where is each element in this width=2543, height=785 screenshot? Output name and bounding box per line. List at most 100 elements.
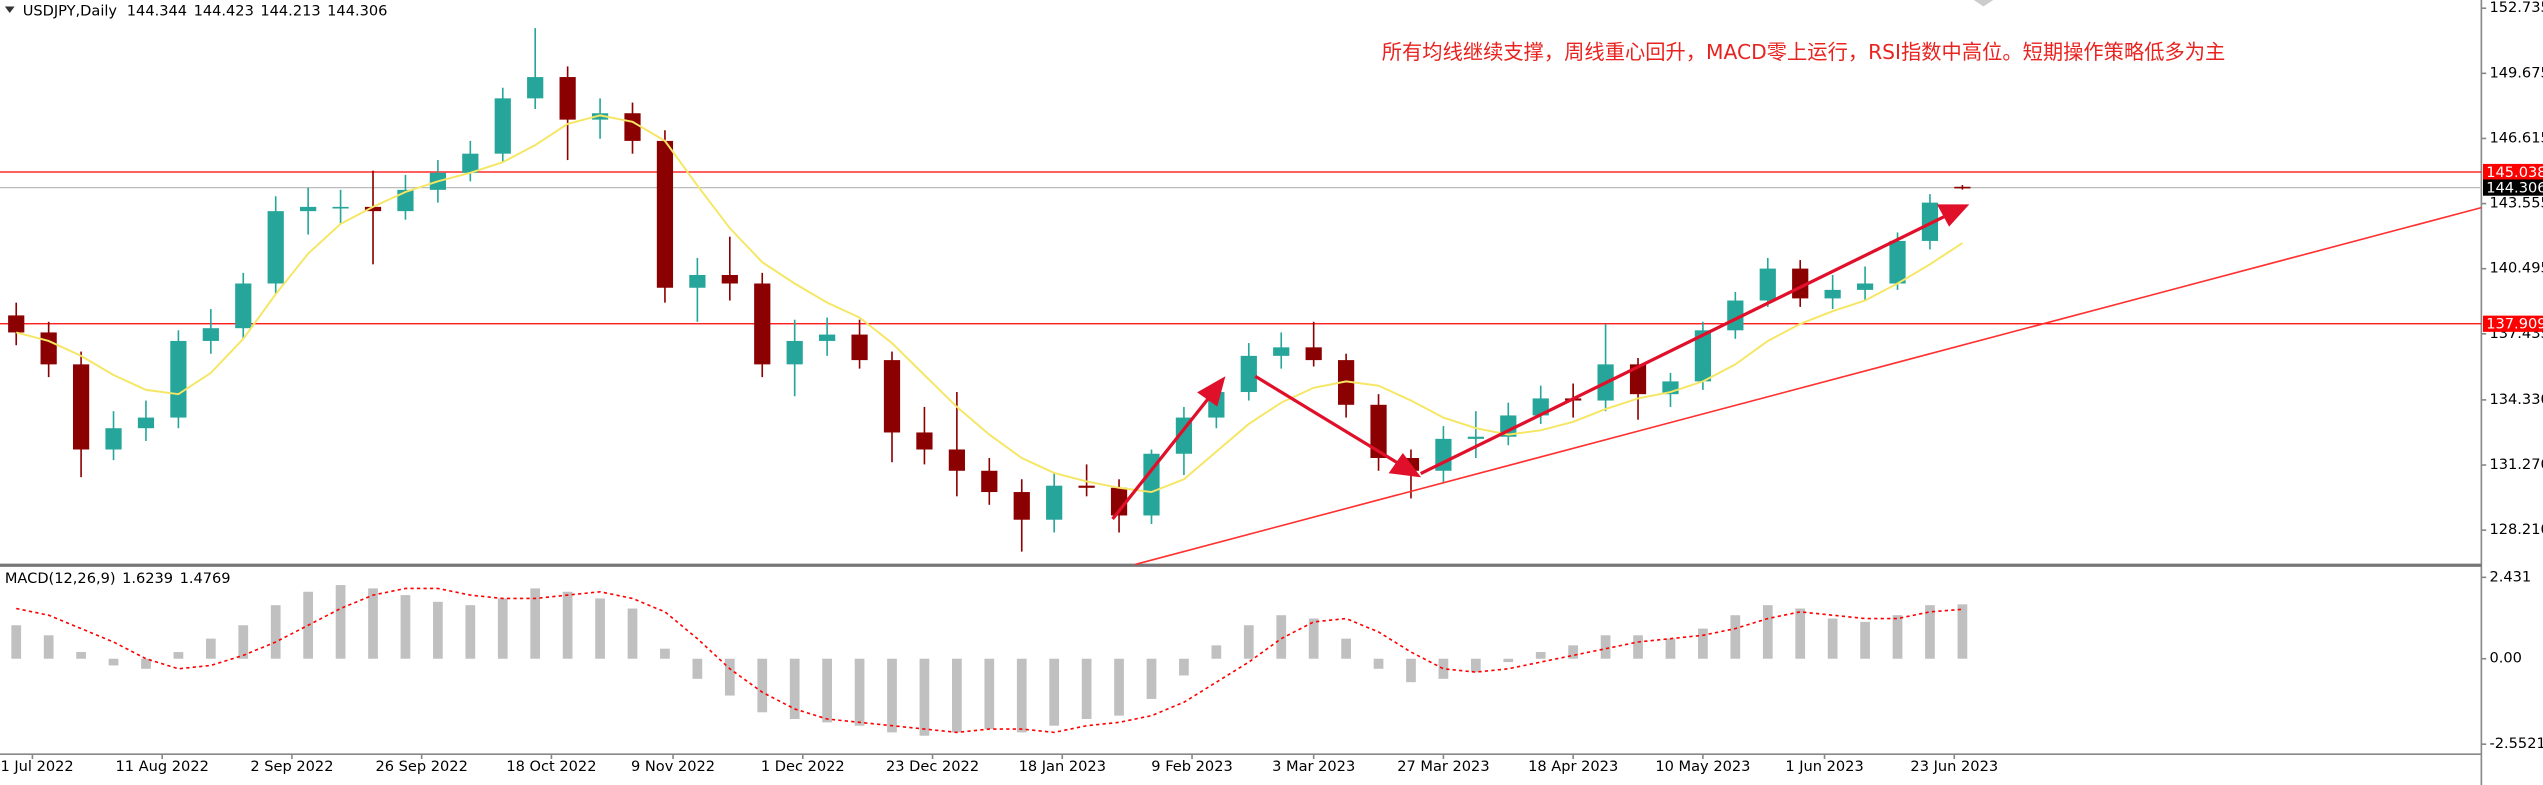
- macd-bar: [1146, 658, 1157, 699]
- macd-bar: [789, 658, 800, 720]
- arrowhead: [1388, 452, 1422, 478]
- macd-bar: [1568, 645, 1579, 659]
- macd-bar: [724, 658, 735, 696]
- signal-value: 1.4769: [180, 570, 231, 587]
- candle-body: [883, 360, 901, 433]
- macd-bar: [984, 658, 995, 730]
- candle-body: [332, 206, 349, 209]
- last-price-label: 144.306: [2486, 179, 2543, 196]
- macd-label: MACD(12,26,9): [5, 570, 116, 587]
- y-tick-label: 143.555: [2489, 195, 2543, 212]
- candle-body: [1467, 436, 1484, 439]
- macd-bar: [1730, 615, 1741, 659]
- annotation: 所有均线继续支撑，周线重心回升，MACD零上运行，RSI指数中高位。短期操作策略…: [1382, 40, 2226, 64]
- macd-bar: [1276, 615, 1287, 659]
- macd-bar: [1081, 658, 1092, 720]
- macd-bar: [108, 658, 119, 666]
- menu-triangle[interactable]: [4, 6, 15, 13]
- macd-bar: [335, 585, 346, 659]
- y-tick-label: 128.210: [2489, 521, 2543, 538]
- candle-body: [819, 334, 836, 341]
- macd-bar: [692, 658, 703, 679]
- macd-bar: [1341, 638, 1351, 659]
- candle-body: [851, 334, 868, 361]
- macd-bar: [1698, 628, 1708, 659]
- candle-body: [754, 283, 771, 365]
- x-tick-label: 9 Nov 2022: [631, 758, 715, 775]
- candle-body: [527, 77, 544, 99]
- candle-body: [202, 328, 219, 341]
- level-label: 145.038: [2486, 164, 2543, 181]
- macd-bar: [1243, 625, 1254, 659]
- high-value: 144.423: [194, 2, 254, 19]
- low-value: 144.213: [260, 2, 320, 19]
- candle-body: [1240, 355, 1257, 393]
- candle-body: [40, 332, 57, 365]
- chart-header: USDJPY,Daily 144.344 144.423 144.213 144.306: [23, 2, 388, 19]
- macd-bar: [1827, 618, 1838, 659]
- candle-body: [170, 340, 187, 418]
- macd-bar: [952, 658, 962, 733]
- candle-body: [1370, 404, 1387, 459]
- y-tick-label: 149.675: [2489, 64, 2543, 81]
- candle-body: [1921, 202, 1939, 241]
- x-tick-label: 1 Jun 2023: [1785, 758, 1863, 775]
- candle-body: [1143, 453, 1160, 516]
- candle-body: [591, 113, 609, 120]
- y-tick-label: 140.495: [2489, 260, 2543, 277]
- level-label: 137.909: [2486, 316, 2543, 333]
- arrowhead: [1936, 204, 1970, 227]
- candle-body: [1305, 347, 1322, 361]
- x-tick-label: 18 Jan 2023: [1019, 758, 1106, 775]
- candle-body: [689, 274, 706, 288]
- arrow: [1419, 212, 1951, 476]
- macd-bar: [530, 588, 541, 659]
- macd-bar: [1373, 658, 1384, 669]
- macd-bar: [43, 635, 54, 659]
- macd-bar: [1114, 658, 1124, 716]
- macd-bar: [1438, 658, 1449, 679]
- candle-body: [267, 211, 284, 284]
- macd-bar: [1925, 605, 1935, 659]
- candle-body: [1078, 485, 1095, 488]
- candle-body: [1273, 347, 1290, 356]
- arrowhead: [1197, 376, 1226, 407]
- macd-bar: [1892, 615, 1903, 659]
- macd-bar: [1049, 658, 1060, 726]
- candle-body: [1759, 268, 1776, 301]
- candle-body: [72, 364, 90, 450]
- macd-bar: [1470, 658, 1481, 673]
- y-tick-label: 146.615: [2489, 129, 2543, 146]
- candle-body: [235, 283, 252, 329]
- macd-bar: [141, 658, 151, 669]
- macd-bar: [1211, 645, 1222, 659]
- arrow: [1254, 374, 1406, 469]
- candle-body: [1337, 360, 1355, 405]
- candle-body: [1824, 289, 1841, 299]
- x-tick-label: 18 Oct 2022: [506, 758, 596, 775]
- macd-bar: [1665, 638, 1676, 659]
- candle-body: [559, 77, 576, 120]
- x-tick-label: 23 Dec 2022: [886, 758, 979, 775]
- macd-bar: [822, 658, 832, 723]
- macd-header: MACD(12,26,9) 1.6239 1.4769: [5, 570, 231, 587]
- candle-body: [624, 113, 641, 141]
- close-value: 144.306: [327, 2, 387, 19]
- macd-bar: [1633, 635, 1643, 659]
- arrows: [1111, 204, 1970, 521]
- x-tick-label: 11 Aug 2022: [115, 758, 208, 775]
- macd-bar: [205, 638, 216, 659]
- y-tick-label: 131.270: [2489, 456, 2543, 473]
- macd-bar: [1406, 658, 1416, 683]
- macd-bar: [400, 595, 411, 659]
- macd-bar: [465, 605, 476, 659]
- macd-bar: [11, 625, 22, 659]
- moving-average: [15, 114, 1963, 494]
- macd-bar: [1179, 658, 1189, 676]
- x-tick-label: 1 Dec 2022: [761, 758, 845, 775]
- candle-body: [8, 315, 25, 333]
- candle-body: [364, 206, 382, 212]
